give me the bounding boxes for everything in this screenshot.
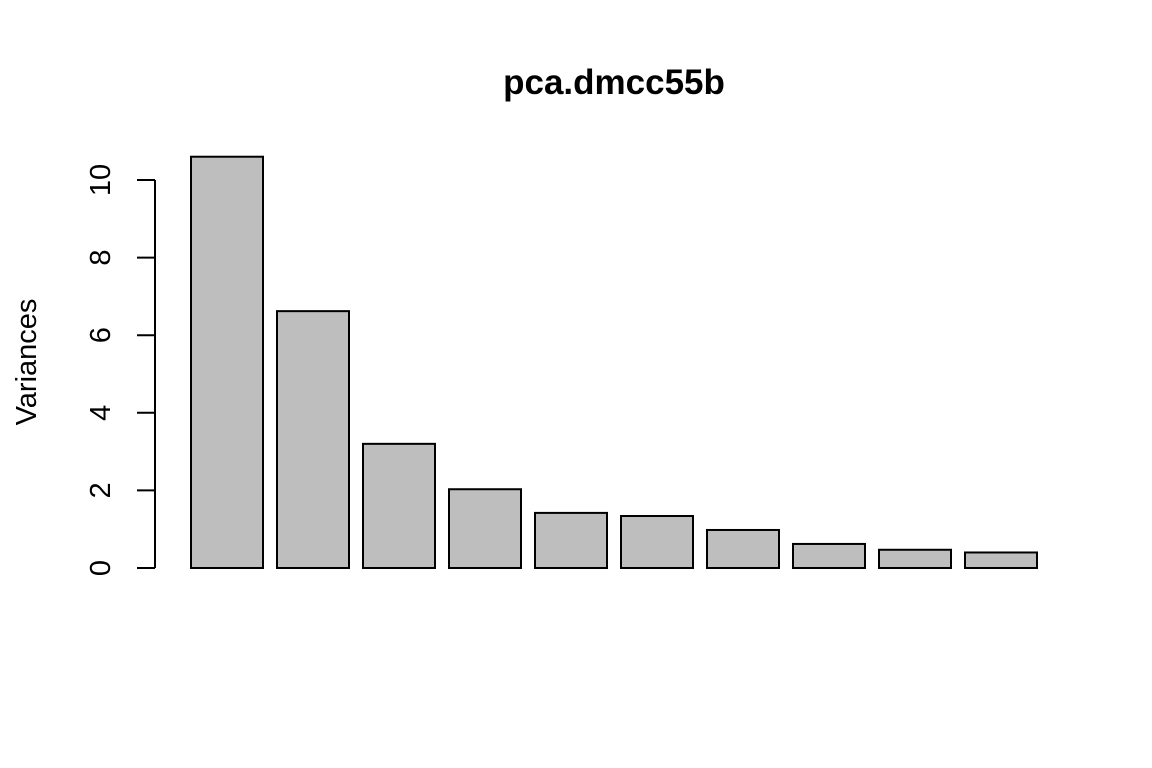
bar xyxy=(706,528,780,570)
bar xyxy=(878,548,952,569)
bars xyxy=(190,155,1038,570)
y-axis-label: Variances xyxy=(11,299,43,426)
bar xyxy=(620,515,694,569)
bar xyxy=(276,310,350,569)
bar xyxy=(964,551,1038,569)
y-tick-label: 6 xyxy=(85,327,117,343)
chart-title: pca.dmcc55b xyxy=(503,63,725,102)
bar xyxy=(792,542,866,569)
y-tick-label: 4 xyxy=(85,405,117,421)
bar xyxy=(190,155,264,569)
y-tick-label: 2 xyxy=(85,482,117,498)
y-tick-label: 0 xyxy=(85,560,117,576)
bar xyxy=(448,488,522,569)
y-tick-label: 10 xyxy=(85,164,117,196)
y-axis: 0 2 4 6 8 10 xyxy=(85,164,156,576)
bar xyxy=(534,511,608,569)
bar xyxy=(362,442,436,569)
y-tick-label: 8 xyxy=(85,250,117,266)
